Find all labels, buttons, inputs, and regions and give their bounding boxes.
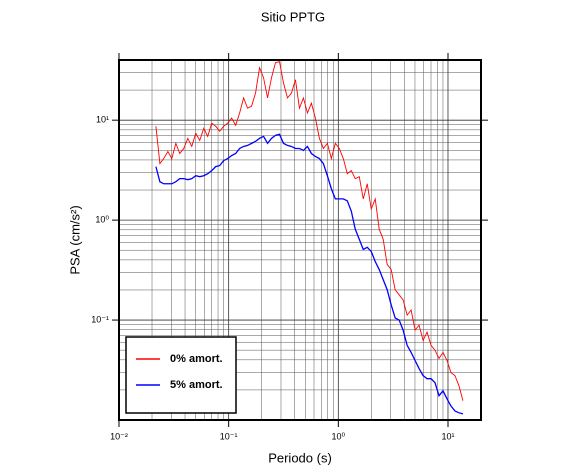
data-line [155,133,464,415]
y-tick-label: 10¹ [96,115,109,125]
legend-label: 0% amort. [170,353,223,365]
y-tick-label: 10⁻¹ [91,314,109,324]
x-tick-label: 10¹ [441,431,454,441]
x-tick-label: 10⁻¹ [220,431,238,441]
plot-frame [118,59,482,421]
x-tick-label: 10⁻² [110,431,128,441]
legend-label: 5% amort. [170,379,223,391]
legend-box [125,336,237,414]
x-axis-label: Periodo (s) [268,450,332,465]
chart-title: Sitio PPTG [261,9,325,24]
y-axis-label: PSA (cm/s²) [67,205,82,274]
x-tick-label: 10⁰ [332,431,346,441]
y-tick-label: 10⁰ [95,214,109,224]
data-line [155,61,464,401]
